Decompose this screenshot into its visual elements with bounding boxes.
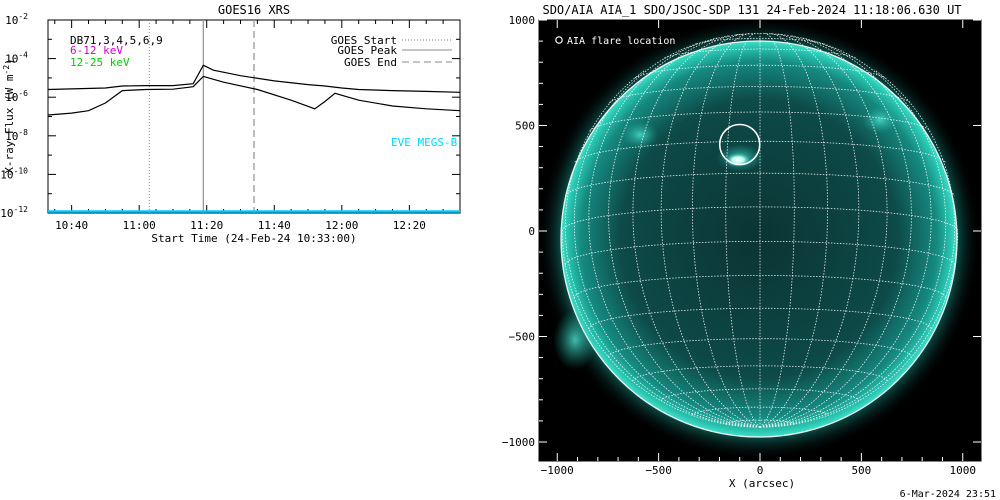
flare-legend-label: AIA flare location: [567, 36, 675, 47]
flare-location-marker: [718, 123, 761, 166]
aia-x-tick-label: −500: [645, 464, 672, 477]
grid-latitude-line: [634, 64, 886, 79]
goes-series-lower: [48, 75, 460, 116]
aia-y-tick-label: −500: [509, 331, 536, 344]
channel-6-12-label: 6-12 keV: [70, 44, 123, 57]
goes-flux-series: [48, 64, 460, 213]
goes-x-tick-label: 12:20: [393, 219, 426, 232]
grid-longitude-line: [759, 34, 888, 428]
grid-longitude-line: [573, 43, 761, 428]
goes-y-tick-label: 10-2: [5, 12, 28, 27]
solar-disk: [561, 41, 957, 437]
aia-x-tick-label: −1000: [541, 464, 574, 477]
grid-longitude-line: [759, 230, 959, 428]
goes-x-tick-label: 11:20: [190, 219, 223, 232]
aia-y-tick-label: 0: [528, 225, 535, 238]
goes-y-tick-label: 10-12: [0, 205, 28, 220]
channel-12-25-label: 12-25 keV: [70, 56, 130, 69]
grid-latitude-line: [574, 140, 946, 163]
grid-longitude-line: [632, 34, 761, 428]
grid-longitude-line: [608, 35, 761, 428]
grid-longitude-line: [692, 33, 761, 428]
grid-longitude-line: [759, 69, 956, 428]
aia-x-tick-label: 500: [851, 464, 871, 477]
grid-latitude-line: [696, 38, 824, 45]
aia-y-tick-label: 1000: [509, 14, 536, 27]
goes-y-axis-label: X-ray Flux (W m-2): [2, 58, 16, 174]
grid-longitude-line: [759, 35, 912, 428]
grid-longitude-line: [759, 43, 947, 428]
eve-megs-label: EVE MEGS-B: [391, 136, 458, 149]
grid-latitude-line: [588, 307, 932, 330]
active-region-northwest: [862, 106, 898, 134]
aia-x-tick-label: 1000: [950, 464, 977, 477]
grid-latitude-line: [564, 240, 956, 266]
goes-series-upper: [48, 64, 460, 93]
aia-y-tick-label: −1000: [502, 436, 535, 449]
grid-longitude-line: [564, 69, 761, 428]
goes-x-tick-label: 10:40: [55, 219, 88, 232]
goes-x-tick-label: 12:00: [325, 219, 358, 232]
legend-goes-end: GOES End: [344, 56, 397, 69]
grid-latitude-line: [608, 338, 912, 358]
grid-longitude-line: [759, 37, 932, 428]
grid-latitude-line: [565, 172, 955, 197]
active-region-north: [622, 121, 658, 149]
channel-list-label: DB71,3,4,5,6,9: [70, 34, 163, 47]
active-region-east-limb: [553, 310, 597, 370]
goes-event-lines: [148, 20, 255, 213]
aia-x-axis-label: X (arcsec): [729, 477, 795, 490]
grid-latitude-line: [589, 111, 931, 132]
aia-y-ticks: 1000 500 0 −500 −1000: [502, 14, 981, 449]
aia-x-tick-label: 0: [757, 464, 764, 477]
grid-longitude-line: [561, 230, 761, 428]
legend-goes-start: GOES Start: [331, 34, 397, 47]
aia-y-tick-label: 500: [515, 120, 535, 133]
grid-longitude-line: [759, 33, 795, 428]
grid-longitude-line: [759, 33, 828, 428]
goes-legend: GOES Start GOES Peak GOES End: [331, 34, 452, 69]
grid-latitude-line: [573, 275, 947, 299]
plot-timestamp: 6-Mar-2024 23:51: [900, 489, 996, 500]
heliographic-grid: [561, 33, 959, 428]
grid-longitude-line: [759, 33, 860, 428]
goes-x-tick-label: 11:00: [123, 219, 156, 232]
flare-marker-legend: O AIA flare location: [555, 36, 675, 47]
flare-legend-symbol-icon: [555, 36, 563, 44]
goes-x-tick-label: 11:40: [258, 219, 291, 232]
legend-goes-peak: GOES Peak: [337, 44, 397, 57]
aia-title: SDO/AIA AIA_1 SDO/JSOC-SDP 131 24-Feb-20…: [542, 3, 961, 17]
grid-longitude-line: [660, 33, 761, 428]
goes-x-axis-label: Start Time (24-Feb-24 10:33:00): [151, 232, 356, 245]
goes-title: GOES16 XRS: [218, 3, 290, 17]
solar-limb: [560, 40, 958, 438]
grid-latitude-line: [660, 388, 860, 401]
aia-x-ticks: −1000 −500 0 500 1000: [541, 20, 976, 477]
grid-longitude-line: [725, 33, 761, 428]
grid-latitude-line: [736, 33, 784, 36]
goes-x-ticks: 10:40 11:00 11:20 11:40 12:00 12:20: [54, 20, 461, 232]
